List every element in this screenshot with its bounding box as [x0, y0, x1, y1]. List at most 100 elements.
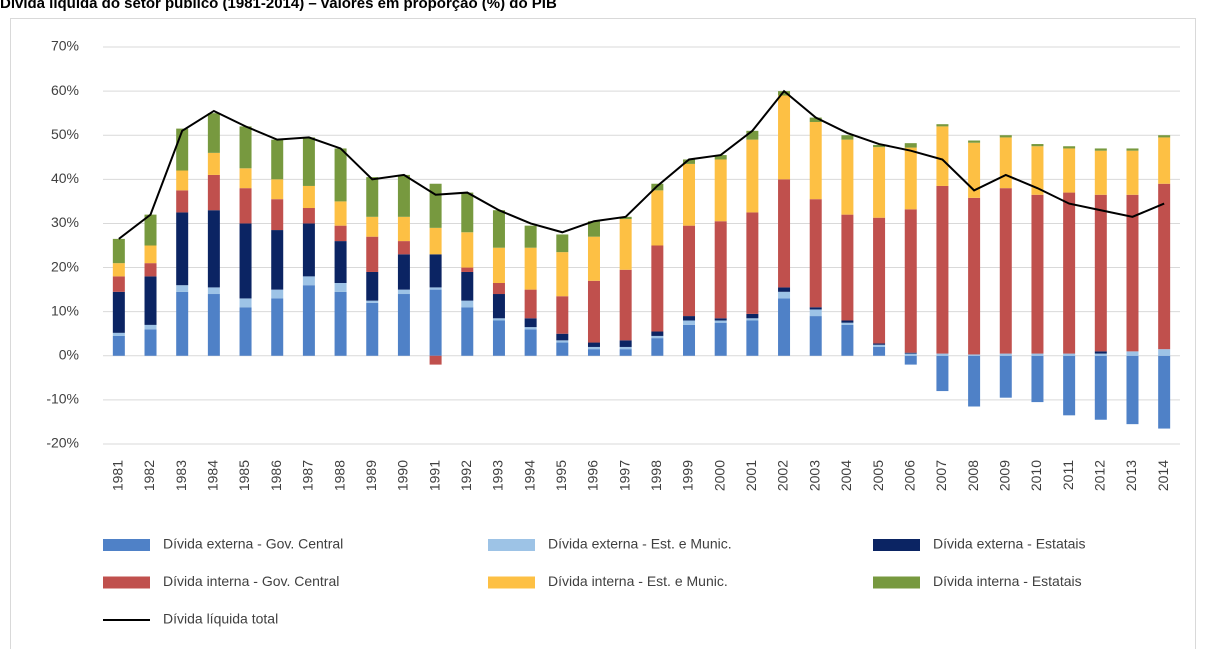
bar [873, 144, 886, 148]
bar [271, 179, 284, 200]
bar [429, 254, 442, 288]
x-tick-label: 1988 [331, 460, 347, 491]
bar [492, 247, 505, 283]
bar [556, 234, 569, 253]
bar [714, 221, 727, 319]
y-tick-label: -10% [46, 391, 79, 407]
bar [936, 353, 949, 356]
x-tick-label: 1984 [205, 460, 221, 491]
bar [302, 137, 315, 186]
x-tick-label: 1994 [521, 460, 537, 491]
bar [1094, 355, 1107, 420]
bar [746, 130, 759, 140]
bar [619, 346, 632, 350]
bar [841, 214, 854, 321]
bar [841, 324, 854, 356]
bar [334, 241, 347, 283]
bar [1126, 355, 1139, 425]
line [118, 89, 1165, 240]
bar [619, 269, 632, 341]
bar [1063, 146, 1076, 149]
bar [397, 294, 410, 356]
bar [144, 329, 157, 356]
bar [1158, 137, 1171, 184]
bar [809, 117, 822, 122]
bar [524, 225, 537, 248]
bar [683, 159, 696, 164]
bar [1094, 353, 1107, 356]
legend-swatch [103, 539, 150, 551]
bar [1094, 351, 1107, 354]
bar [144, 324, 157, 330]
x-tick-label: 2005 [870, 460, 886, 491]
bar [999, 188, 1012, 354]
bar [461, 267, 474, 272]
bar [366, 302, 379, 356]
bar [366, 216, 379, 237]
bar [873, 147, 886, 218]
x-tick-label: 1993 [490, 460, 506, 491]
bar [1063, 148, 1076, 193]
bar [112, 276, 125, 292]
bar [239, 126, 252, 169]
bar [999, 353, 1012, 356]
bar [1063, 355, 1076, 416]
legend-label: Dívida externa - Gov. Central [163, 536, 343, 552]
x-tick-label: 2007 [933, 460, 949, 491]
bar [461, 300, 474, 308]
bar [334, 148, 347, 202]
bar [968, 142, 981, 198]
bar [176, 170, 189, 191]
bar [524, 329, 537, 356]
bar [239, 307, 252, 356]
bar [968, 197, 981, 355]
bar [1094, 194, 1107, 352]
bar [207, 287, 220, 295]
bar [366, 236, 379, 272]
bar [492, 282, 505, 295]
x-tick-label: 1986 [268, 460, 284, 491]
bar [651, 331, 664, 336]
legend-swatch [873, 539, 920, 551]
bar [1031, 355, 1044, 403]
bar [429, 227, 442, 255]
bar [746, 313, 759, 319]
bar [492, 320, 505, 356]
bar [651, 190, 664, 246]
bar [1126, 351, 1139, 356]
bar [1158, 355, 1171, 429]
bar [746, 212, 759, 314]
bar [1031, 194, 1044, 354]
bar [746, 320, 759, 356]
x-tick-label: 2002 [775, 460, 791, 491]
bar [999, 137, 1012, 189]
bar [144, 214, 157, 246]
bar [936, 185, 949, 354]
bar [556, 340, 569, 343]
bar [556, 252, 569, 297]
bar [524, 327, 537, 330]
bar [112, 263, 125, 277]
legend-swatch [873, 576, 920, 589]
bar [683, 163, 696, 226]
bar [841, 139, 854, 215]
bar [714, 318, 727, 321]
x-tick-label: 1999 [680, 460, 696, 491]
bar [239, 188, 252, 224]
bar [302, 208, 315, 224]
bar [397, 289, 410, 295]
chart-frame [10, 18, 1196, 649]
bar [397, 174, 410, 217]
bar [334, 291, 347, 356]
bar [873, 343, 886, 345]
bar [1063, 192, 1076, 354]
bar [1031, 144, 1044, 147]
bar [144, 245, 157, 264]
bar [619, 349, 632, 356]
bar [809, 307, 822, 310]
x-tick-label: 1998 [648, 460, 664, 491]
bar [429, 355, 442, 365]
y-tick-label: -20% [46, 435, 79, 451]
bar [302, 276, 315, 286]
bar [397, 241, 410, 255]
